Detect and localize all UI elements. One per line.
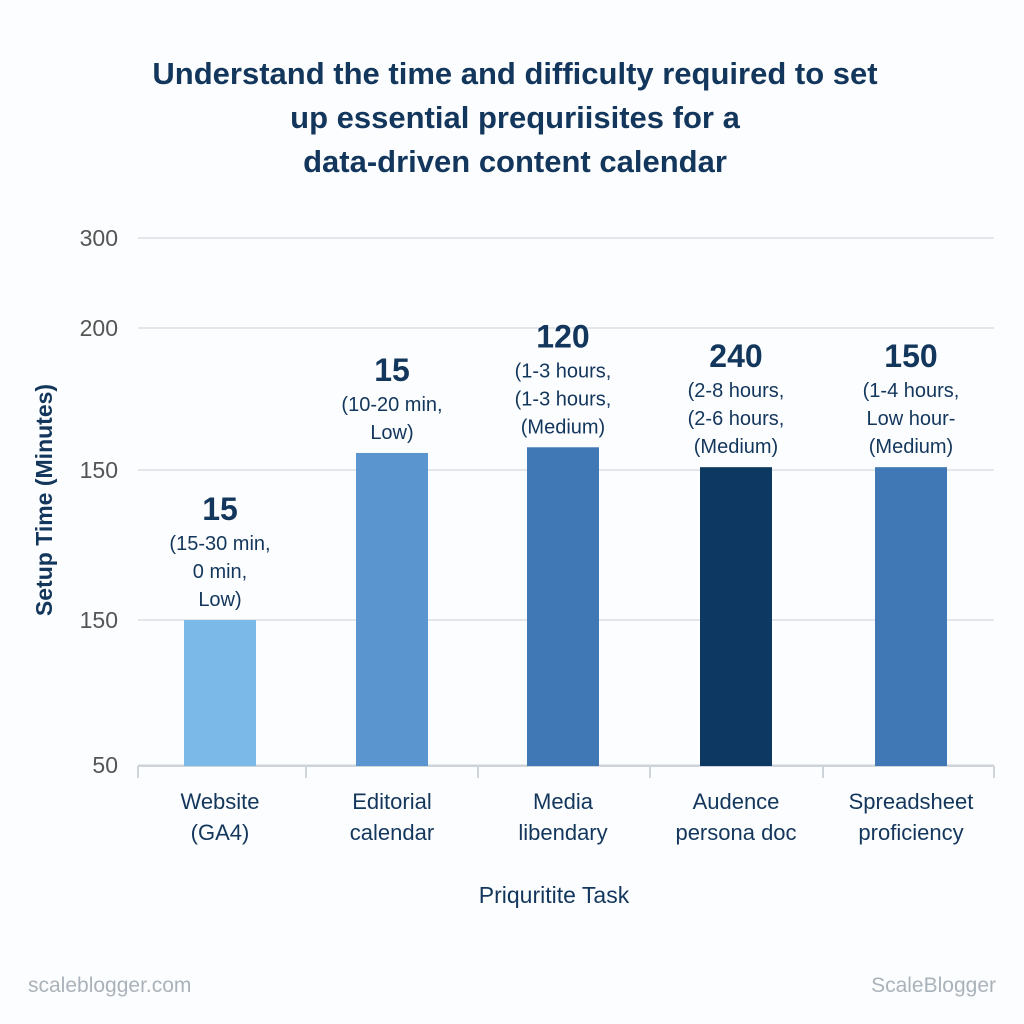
data-label-detail: Low hour- [867,408,956,430]
data-label-detail: (Medium) [694,436,778,458]
x-tick-label: proficiency [858,820,963,845]
y-tick-label: 50 [92,752,118,778]
chart-title: Understand the time and difficulty requi… [60,52,970,184]
x-tick-label: Spreadsheet [849,789,974,814]
data-label-value: 120 [536,318,589,354]
bar [356,452,428,766]
data-label-detail: Low) [198,589,241,611]
bar [527,447,599,766]
chart-title-line: up essential prequriisites for a [290,100,740,135]
chart-title-line: Understand the time and difficulty requi… [152,56,878,91]
y-tick-label: 150 [80,457,118,483]
x-tick-label: Audence [693,789,780,814]
chart-title-line: data-driven content calendar [303,144,727,179]
data-label-detail: (15-30 min, [169,533,270,555]
data-label-value: 15 [202,491,238,527]
x-tick-label: libendary [518,820,607,845]
bar [700,467,772,766]
y-tick-label: 200 [80,315,118,341]
x-tick-label: Website [180,789,259,814]
y-tick-label: 150 [80,607,118,633]
x-tick-label: persona doc [675,820,796,845]
y-axis-label: Setup Time (Minutes) [31,384,57,616]
y-tick-label: 300 [80,225,118,251]
bar [184,620,256,766]
data-label-detail: (10-20 min, [341,394,442,416]
data-label-detail: (1-3 hours, [515,360,612,382]
data-label-value: 150 [884,338,937,374]
data-label-detail: Low) [370,422,413,444]
footer-right-watermark: ScaleBlogger [871,974,996,997]
x-axis-label: Priquritite Task [479,882,630,908]
data-label-value: 240 [709,338,762,374]
x-tick-label: (GA4) [191,820,250,845]
data-label-detail: 0 min, [193,561,247,583]
data-label-value: 15 [374,352,410,388]
data-label-detail: (1-4 hours, [863,380,960,402]
data-label-detail: (2-6 hours, [688,408,785,430]
x-tick-label: Editorial [352,789,431,814]
data-label-detail: (1-3 hours, [515,388,612,410]
bar [875,467,947,766]
x-tick-label: calendar [350,820,434,845]
x-tick-label: Media [533,789,594,814]
data-label-detail: (Medium) [869,436,953,458]
data-label-detail: (2-8 hours, [688,380,785,402]
footer-left-watermark: scaleblogger.com [28,974,191,997]
data-label-detail: (Medium) [521,416,605,438]
